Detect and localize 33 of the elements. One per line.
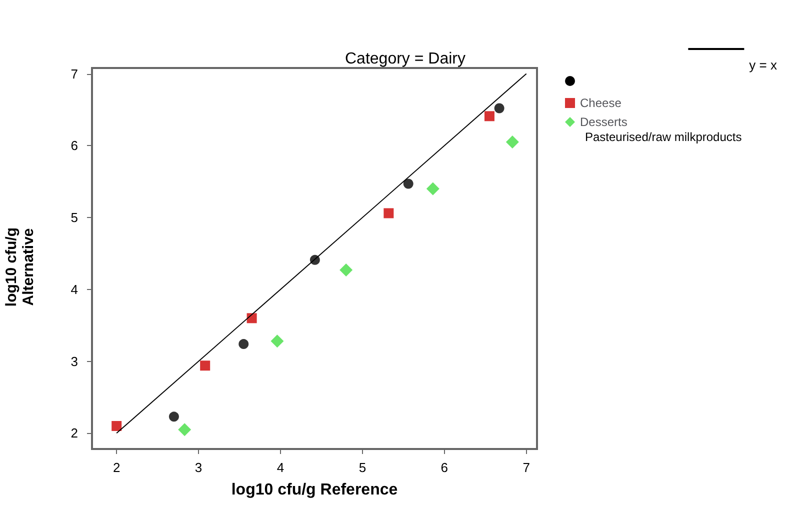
legend-label: Desserts <box>580 115 628 129</box>
x-tick-label: 2 <box>112 460 120 475</box>
point <box>484 111 494 122</box>
point <box>494 103 504 114</box>
point <box>246 313 257 324</box>
y-tick-label: 5 <box>70 210 78 226</box>
x-tick-label: 5 <box>358 460 366 475</box>
x-tick-label: 7 <box>522 460 530 475</box>
point <box>270 334 284 348</box>
x-axis-title: log10 cfu/g Reference <box>231 482 398 498</box>
point <box>238 339 249 350</box>
point <box>403 178 414 189</box>
text: Pasteurised/raw milkproducts <box>585 130 742 144</box>
y-axis-title: log10 cfu/g Alternative <box>3 226 37 309</box>
point <box>384 208 394 218</box>
x-tick-label: 4 <box>276 460 284 475</box>
point <box>178 423 192 436</box>
point <box>112 420 122 431</box>
point <box>200 360 210 371</box>
point <box>506 136 519 149</box>
legend-label: Cheese <box>580 96 622 110</box>
x-tick-label: 6 <box>440 460 448 475</box>
y-tick-label: 3 <box>70 354 78 369</box>
y-tick-label: 6 <box>70 138 78 154</box>
y-tick-label: 4 <box>70 282 78 297</box>
text: y = x <box>749 58 778 72</box>
point <box>426 182 440 196</box>
x-tick-label: 3 <box>194 460 202 475</box>
chart-title: Category = Dairy <box>345 50 466 68</box>
point <box>168 412 179 422</box>
y-tick-label: 2 <box>70 426 78 441</box>
point <box>340 264 353 276</box>
y-tick-label: 7 <box>70 66 78 82</box>
